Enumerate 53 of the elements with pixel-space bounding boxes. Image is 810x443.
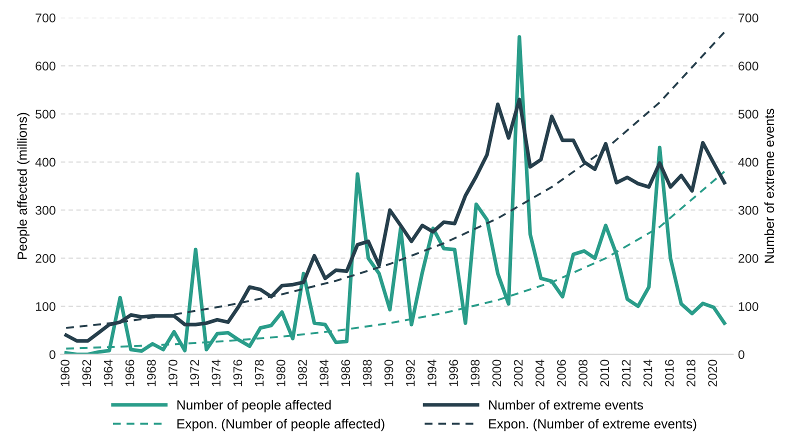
y2-tick-label: 0 xyxy=(738,350,744,360)
y-axis-title: People affected (millions) xyxy=(17,112,30,259)
x-tick-label: 1970 xyxy=(168,360,178,386)
x-tick-label: 2020 xyxy=(708,360,717,386)
x-tick-label: 1982 xyxy=(298,360,307,386)
legend-label: Expon. (Number of extreme events) xyxy=(489,418,696,432)
x-tick-label: 1994 xyxy=(428,360,436,386)
y2-tick-label: 500 xyxy=(738,110,758,119)
x-tick-label: 1962 xyxy=(82,360,92,386)
x-tick-label: 1968 xyxy=(146,360,156,386)
x-tick-label: 1984 xyxy=(320,360,328,386)
y2-tick-label: 600 xyxy=(738,62,758,70)
x-tick-label: 2008 xyxy=(578,360,588,386)
x-tick-label: 1980 xyxy=(276,360,286,386)
x-tick-label: 1964 xyxy=(104,360,113,386)
x-tick-label: 1978 xyxy=(254,360,264,386)
legend-label: Number of people affected xyxy=(177,400,331,412)
x-tick-label: 1998 xyxy=(470,360,480,386)
x-tick-label: 2010 xyxy=(600,360,610,386)
x-tick-label: 1986 xyxy=(341,360,350,386)
x-tick-label: 2000 xyxy=(492,360,502,386)
y-tick-label: 0 xyxy=(49,350,56,360)
y-tick-label: 300 xyxy=(36,206,56,215)
y-tick-label: 400 xyxy=(35,158,56,167)
x-tick-label: 2004 xyxy=(535,360,544,386)
x-tick-label: 2002 xyxy=(514,360,523,386)
y2-tick-label: 100 xyxy=(738,302,758,311)
x-tick-label: 2018 xyxy=(686,360,696,386)
y-tick-label: 200 xyxy=(36,254,56,263)
x-tick-label: 1966 xyxy=(125,360,134,386)
legend-label: Expon. (Number of people affected) xyxy=(177,418,384,432)
x-tick-label: 2006 xyxy=(557,360,566,386)
x-tick-label: 1990 xyxy=(384,360,394,386)
y-tick-label: 100 xyxy=(36,302,56,311)
x-tick-label: 1992 xyxy=(406,360,415,386)
x-tick-label: 1988 xyxy=(362,360,372,386)
x-tick-label: 1972 xyxy=(190,360,199,386)
y-tick-label: 600 xyxy=(36,62,56,70)
y2-tick-label: 700 xyxy=(738,14,758,22)
y2-axis-title: Number of extreme events xyxy=(764,108,774,263)
legend-label: Number of extreme events xyxy=(489,400,644,410)
y-tick-label: 700 xyxy=(36,14,56,22)
x-tick-label: 2012 xyxy=(622,360,631,386)
y-tick-label: 500 xyxy=(36,110,56,119)
x-tick-label: 2014 xyxy=(643,360,652,386)
x-tick-label: 1996 xyxy=(449,360,458,386)
x-tick-label: 1960 xyxy=(60,360,70,386)
y2-tick-label: 400 xyxy=(738,158,758,167)
y2-tick-label: 200 xyxy=(738,254,758,263)
y2-tick-label: 300 xyxy=(738,206,758,215)
x-tick-label: 2016 xyxy=(664,360,674,386)
x-tick-label: 1974 xyxy=(212,360,221,386)
x-tick-label: 1976 xyxy=(233,360,242,386)
